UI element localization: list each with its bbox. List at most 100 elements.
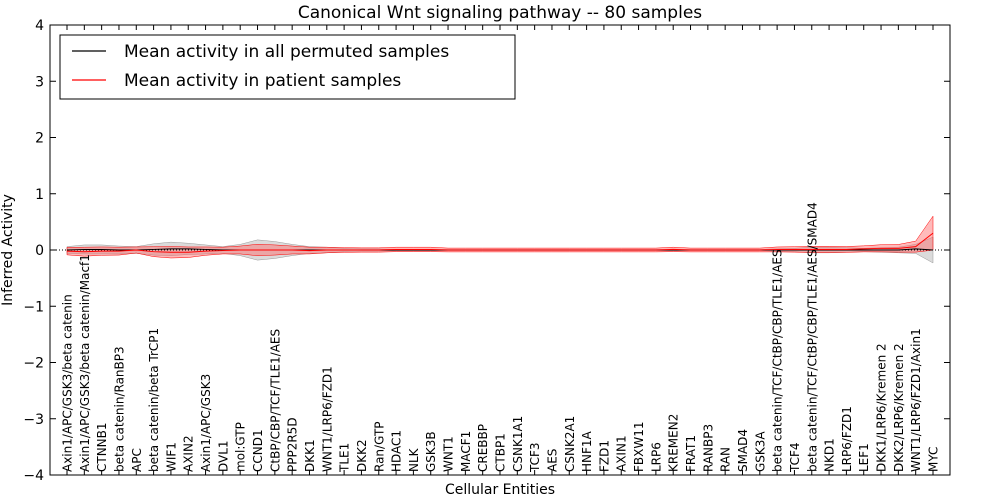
data-point — [551, 249, 552, 250]
series-line-patient — [66, 232, 934, 253]
y-tick-label: 2 — [35, 131, 44, 147]
x-tick-label: HDAC1 — [390, 430, 404, 472]
data-point — [863, 248, 864, 249]
data-point — [66, 251, 67, 252]
data-point — [673, 249, 674, 250]
data-point — [136, 249, 137, 250]
x-tick-label: CTNNB1 — [95, 422, 109, 472]
x-tick-label: WIF1 — [164, 442, 178, 472]
legend-label-patient: Mean activity in patient samples — [124, 71, 401, 91]
legend: Mean activity in all permuted samples Me… — [59, 34, 516, 100]
y-tick-label: −2 — [23, 356, 44, 372]
data-point — [274, 249, 275, 250]
x-tick-label: Ran/GTP — [372, 421, 386, 472]
x-tick-label: HNF1A — [580, 430, 594, 472]
x-tick-label: Axin1/APC/GSK3 — [199, 374, 213, 472]
data-point — [240, 249, 241, 250]
x-tick-label: FRAT1 — [684, 435, 698, 472]
data-point — [101, 251, 102, 252]
data-point — [759, 249, 760, 250]
y-tick-label: 1 — [35, 187, 44, 203]
x-tick-label: APC — [130, 448, 144, 472]
data-point — [655, 249, 656, 250]
data-point — [170, 248, 171, 249]
x-tick-label: SMAD4 — [736, 429, 750, 472]
data-point — [707, 249, 708, 250]
data-point — [309, 250, 310, 251]
x-tick-label: LRP6 — [649, 442, 663, 472]
data-point — [880, 249, 881, 250]
x-tick-label: beta catenin/beta TrCP1 — [147, 328, 161, 472]
x-tick-label: DKK1 — [303, 439, 317, 472]
x-tick-label: GSK3B — [424, 431, 438, 472]
y-axis-label: Inferred Activity — [0, 194, 16, 306]
data-point — [395, 249, 396, 250]
y-tick-label: −1 — [23, 299, 44, 315]
plot-area: −4 −3 −2 −1 0 1 2 3 4 Axin1/APC/GSK3/beta catenin… — [23, 18, 951, 484]
x-tick-label: Axin1/APC/GSK3/beta catenin — [61, 294, 75, 472]
x-tick-label: MACF1 — [459, 431, 473, 472]
data-point — [915, 248, 916, 249]
y-tick-label: 4 — [35, 18, 44, 34]
x-tick-label: WNT1/LRP6/FZD1 — [320, 366, 334, 472]
data-point — [690, 249, 691, 250]
data-point — [569, 249, 570, 250]
x-tick-label: beta catenin/RanBP3 — [112, 346, 126, 472]
x-tick-label: WNT1/LRP6/FZD1/Axin1 — [909, 328, 923, 472]
data-point — [638, 249, 639, 250]
x-tick-label: WNT1 — [442, 436, 456, 472]
x-tick-label: Axin1/APC/GSK3/beta catenin/Macf1 — [78, 254, 92, 472]
x-tick-label: MYC — [927, 447, 941, 472]
data-point — [84, 251, 85, 252]
data-point — [880, 248, 881, 249]
x-tick-label: CCND1 — [251, 429, 265, 472]
legend-frame — [59, 34, 516, 100]
x-tick-label: LRP6/FZD1 — [840, 406, 854, 472]
x-tick-label: DKK2/LRP6/Kremen 2 — [892, 343, 906, 472]
x-tick-label: CSNK2A1 — [563, 416, 577, 472]
data-point — [621, 249, 622, 250]
data-point — [222, 250, 223, 251]
y-tick-label: 3 — [35, 74, 44, 90]
data-point — [828, 249, 829, 250]
data-point — [118, 251, 119, 252]
x-tick-label: beta catenin/TCF/CtBP/CBP/TLE1/AES/SMAD4 — [805, 202, 819, 472]
x-tick-label: beta catenin/TCF/CtBP/CBP/TLE1/AES — [771, 249, 785, 472]
data-point — [361, 249, 362, 250]
data-point — [101, 249, 102, 250]
data-point — [499, 249, 500, 250]
x-axis-label: Cellular Entities — [445, 482, 555, 498]
x-tick-label: TCF4 — [788, 442, 802, 473]
data-point — [344, 249, 345, 250]
data-point — [517, 249, 518, 250]
x-tick-label: NLK — [407, 447, 421, 472]
x-tick-label: DVL1 — [216, 440, 230, 472]
x-tick-label: KREMEN2 — [667, 414, 681, 472]
data-point — [188, 252, 189, 253]
x-tick-label: PPP2R5D — [286, 417, 300, 472]
data-point — [932, 233, 933, 234]
x-tick-label: LEF1 — [857, 443, 871, 472]
data-point — [413, 249, 414, 250]
data-point — [430, 249, 431, 250]
x-tick-label: GSK3A — [753, 431, 767, 472]
x-tick-label: CREBBP — [476, 424, 490, 472]
data-point — [603, 249, 604, 250]
data-point — [742, 249, 743, 250]
data-point — [188, 248, 189, 249]
data-point — [205, 251, 206, 252]
x-tick-label: AXIN2 — [182, 435, 196, 472]
x-tick-label: mol:GTP — [234, 422, 248, 472]
data-point — [153, 251, 154, 252]
x-tick-label: CtBP/CBP/TCF/TLE1/AES — [268, 329, 282, 472]
x-tick-label: TCF3 — [528, 442, 542, 473]
data-point — [378, 249, 379, 250]
x-tick-label: RANBP3 — [701, 424, 715, 472]
data-point — [846, 249, 847, 250]
data-point — [932, 249, 933, 250]
x-tick-label: AXIN1 — [615, 435, 629, 472]
data-point — [292, 249, 293, 250]
x-tick-label: NKD1 — [823, 438, 837, 472]
data-point — [482, 249, 483, 250]
